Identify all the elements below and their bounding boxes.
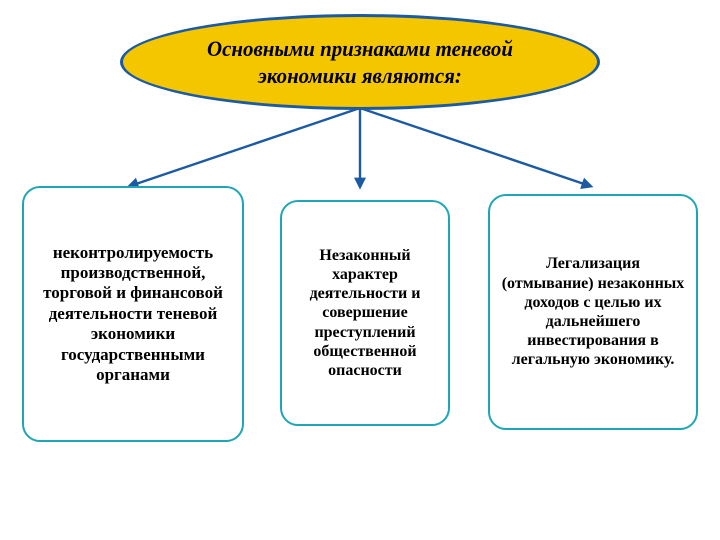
box-2-text: Незаконный характер деятельности и совер… [292,246,438,380]
arrow-3 [360,108,590,186]
box-1: неконтролируемость производственной, тор… [22,186,244,442]
arrows-group [130,108,590,186]
arrow-1 [130,108,360,186]
box-2: Незаконный характер деятельности и совер… [280,200,450,426]
diagram-canvas: Основными признаками теневой экономики я… [0,0,720,540]
box-3-text: Легализация (отмывание) незаконных доход… [500,254,686,369]
box-1-text: неконтролируемость производственной, тор… [34,243,232,386]
box-3: Легализация (отмывание) незаконных доход… [488,194,698,430]
header-oval: Основными признаками теневой экономики я… [120,14,600,110]
header-text: Основными признаками теневой экономики я… [161,35,560,90]
